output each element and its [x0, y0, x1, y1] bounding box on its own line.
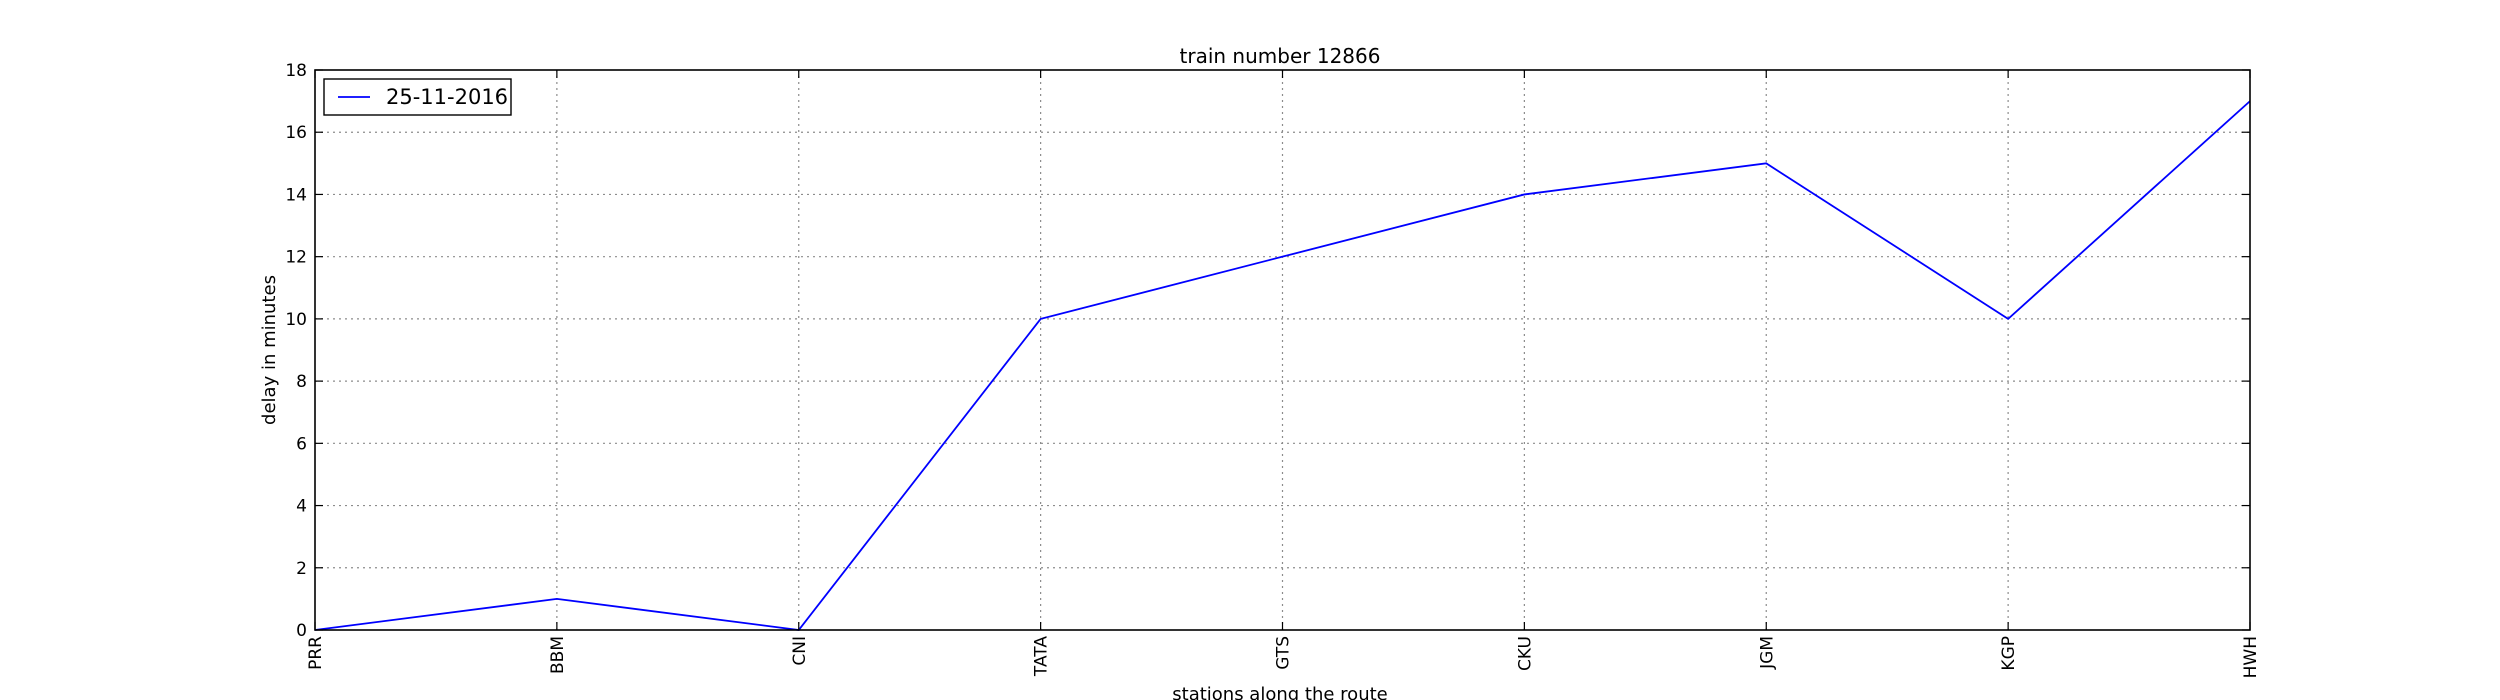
x-tick-label: CKU: [1515, 636, 1535, 671]
y-tick-label: 12: [285, 248, 307, 268]
y-tick-label: 16: [285, 123, 307, 143]
x-tick-label: PRR: [306, 636, 326, 670]
x-tick-label: BBM: [548, 636, 568, 674]
legend-label: 25-11-2016: [386, 85, 508, 109]
y-tick-label: 2: [296, 559, 307, 579]
x-tick-label: TATA: [1032, 636, 1052, 677]
y-tick-label: 8: [296, 372, 307, 392]
axis-ticks: 0 2 4 6 8 10 12 14 16 18 PRR BBM CNI TATA GTS CKU JGM KGP…: [285, 61, 2261, 678]
chart-title: train number 12866: [1180, 44, 1381, 68]
y-tick-label: 4: [296, 497, 307, 517]
y-tick-label: 10: [285, 310, 307, 330]
x-tick-label: JGM: [1757, 636, 1777, 670]
x-axis-label: stations along the route: [1172, 684, 1387, 700]
y-tick-label: 0: [296, 621, 307, 641]
y-tick-label: 6: [296, 434, 307, 454]
y-axis-label: delay in minutes: [259, 275, 280, 425]
legend: 25-11-2016: [323, 78, 512, 116]
x-tick-label: HWH: [2241, 636, 2261, 678]
x-tick-label: KGP: [1999, 636, 2019, 671]
x-tick-label: CNI: [790, 636, 810, 666]
y-tick-label: 18: [285, 61, 307, 81]
y-tick-label: 14: [285, 185, 307, 205]
x-tick-label: GTS: [1274, 636, 1294, 670]
